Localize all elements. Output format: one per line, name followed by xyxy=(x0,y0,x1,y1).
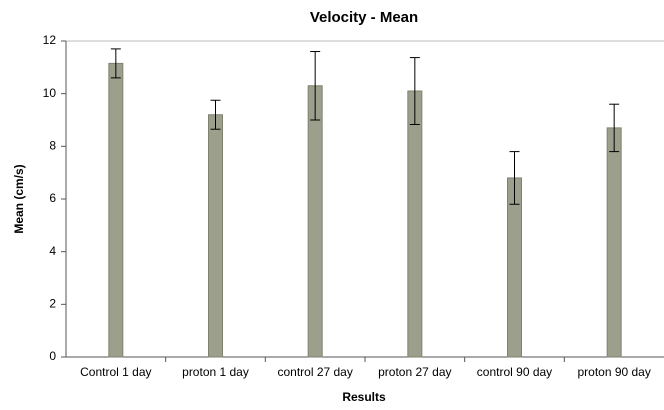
y-tick-label: 0 xyxy=(49,349,56,363)
chart-title: Velocity - Mean xyxy=(310,9,418,26)
x-tick-label: Control 1 day xyxy=(80,365,151,379)
x-tick-label: control 90 day xyxy=(477,365,552,379)
y-tick-label: 4 xyxy=(49,244,56,258)
y-tick-label: 8 xyxy=(49,139,56,153)
y-tick-label: 10 xyxy=(43,86,57,100)
x-tick-label: proton 1 day xyxy=(182,365,249,379)
bar xyxy=(307,85,323,358)
y-tick-label: 12 xyxy=(43,33,57,47)
x-tick-label: proton 27 day xyxy=(378,365,451,379)
bar xyxy=(108,62,124,358)
bar xyxy=(208,114,223,358)
bar xyxy=(407,90,423,358)
y-axis-title: Mean (cm/s) xyxy=(12,164,26,233)
x-tick-label: control 27 day xyxy=(277,365,352,379)
x-axis-title: Results xyxy=(342,390,386,404)
bar xyxy=(507,177,522,358)
x-tick-label: proton 90 day xyxy=(577,365,650,379)
y-tick-label: 2 xyxy=(49,297,56,311)
y-tick-label: 6 xyxy=(49,191,56,205)
bar xyxy=(606,127,622,358)
